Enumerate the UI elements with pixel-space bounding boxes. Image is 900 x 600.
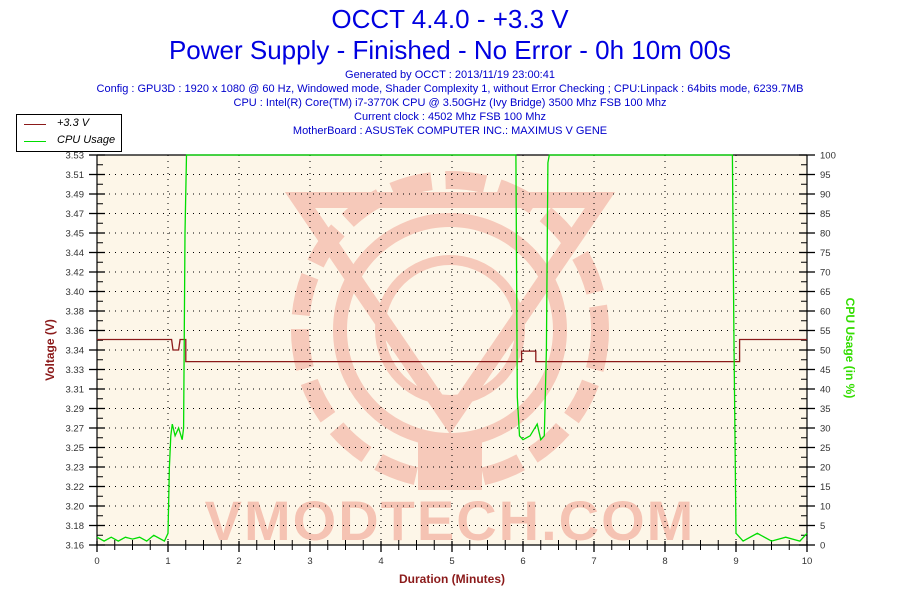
chart-subtitle: Power Supply - Finished - No Error - 0h … xyxy=(168,35,732,65)
y-left-tick-label: 3.53 xyxy=(66,151,85,162)
y-left-tick-label: 3.40 xyxy=(66,287,85,298)
y-right-tick-label: 95 xyxy=(820,170,831,181)
y-left-tick-label: 3.51 xyxy=(66,170,85,181)
voltage-series-line xyxy=(97,338,807,363)
y-left-tick-label: 3.42 xyxy=(66,268,85,279)
legend-label: CPU Usage xyxy=(57,134,116,146)
legend-item-cpu: CPU Usage xyxy=(17,133,121,149)
y-right-tick-label: 5 xyxy=(820,521,825,532)
y-left-tick-label: 3.31 xyxy=(66,385,85,396)
info-motherboard: MotherBoard : ASUSTeK COMPUTER INC.: MAX… xyxy=(292,125,608,137)
y-right-tick-label: 50 xyxy=(820,346,831,357)
x-tick-label: 6 xyxy=(520,556,525,567)
y-right-tick-label: 0 xyxy=(820,541,825,552)
y-left-axis-label: Voltage (V) xyxy=(43,319,57,381)
y-right-tick-label: 10 xyxy=(820,502,831,513)
y-right-tick-label: 70 xyxy=(820,268,831,279)
y-left-tick-label: 3.44 xyxy=(66,248,85,259)
y-left-tick-label: 3.36 xyxy=(66,326,85,337)
y-right-tick-label: 35 xyxy=(820,404,831,415)
y-right-tick-label: 75 xyxy=(820,248,831,259)
watermark-logo xyxy=(284,171,616,490)
cpu-usage-series-line xyxy=(96,154,808,543)
y-right-tick-label: 85 xyxy=(820,209,831,220)
y-left-tick-label: 3.27 xyxy=(66,424,85,435)
y-left-tick-label: 3.45 xyxy=(66,229,85,240)
x-tick-label: 7 xyxy=(591,556,596,567)
x-tick-label: 0 xyxy=(94,556,99,567)
x-tick-label: 8 xyxy=(662,556,667,567)
y-right-tick-label: 55 xyxy=(820,326,831,337)
chart-title: OCCT 4.4.0 - +3.3 V xyxy=(331,4,569,34)
info-clock: Current clock : 4502 Mhz FSB 100 Mhz xyxy=(354,111,546,123)
y-left-tick-label: 3.33 xyxy=(66,365,85,376)
y-right-tick-label: 90 xyxy=(820,190,831,201)
y-right-tick-label: 30 xyxy=(820,424,831,435)
info-config: Config : GPU3D : 1920 x 1080 @ 60 Hz, Wi… xyxy=(96,83,804,95)
x-tick-label: 10 xyxy=(802,556,813,567)
y-right-tick-label: 40 xyxy=(820,385,831,396)
y-left-tick-label: 3.29 xyxy=(66,404,85,415)
y-left-tick-label: 3.16 xyxy=(66,541,85,552)
y-right-tick-label: 45 xyxy=(820,365,831,376)
y-right-tick-label: 100 xyxy=(820,151,836,162)
y-right-tick-label: 65 xyxy=(820,287,831,298)
x-tick-label: 4 xyxy=(378,556,383,567)
legend-label: +3.3 V xyxy=(57,117,90,129)
voltage-line-swatch xyxy=(24,124,46,125)
x-tick-label: 5 xyxy=(449,556,454,567)
x-tick-label: 3 xyxy=(307,556,312,567)
legend-item-voltage: +3.3 V xyxy=(17,116,121,132)
y-right-tick-label: 20 xyxy=(820,463,831,474)
y-right-tick-label: 60 xyxy=(820,307,831,318)
y-left-tick-label: 3.18 xyxy=(66,521,85,532)
y-left-tick-label: 3.38 xyxy=(66,307,85,318)
y-left-tick-label: 3.22 xyxy=(66,482,85,493)
info-generated: Generated by OCCT : 2013/11/19 23:00:41 xyxy=(345,69,555,81)
y-left-tick-label: 3.23 xyxy=(66,463,85,474)
legend: +3.3 V CPU Usage xyxy=(16,114,122,152)
y-right-tick-label: 15 xyxy=(820,482,831,493)
y-left-tick-label: 3.25 xyxy=(66,443,85,454)
y-right-tick-label: 25 xyxy=(820,443,831,454)
watermark-text: VMODTECH.COM xyxy=(205,489,696,552)
y-left-tick-label: 3.20 xyxy=(66,502,85,513)
y-left-tick-label: 3.47 xyxy=(66,209,85,220)
cpu-line-swatch xyxy=(24,141,46,142)
y-right-tick-label: 80 xyxy=(820,229,831,240)
x-tick-label: 2 xyxy=(236,556,241,567)
x-tick-label: 1 xyxy=(165,556,170,567)
y-right-axis-label: CPU Usage (in %) xyxy=(843,298,857,399)
y-left-tick-label: 3.34 xyxy=(66,346,85,357)
info-cpu: CPU : Intel(R) Core(TM) i7-3770K CPU @ 3… xyxy=(233,97,667,109)
x-tick-label: 9 xyxy=(733,556,738,567)
x-axis-label: Duration (Minutes) xyxy=(399,572,505,586)
y-left-tick-label: 3.49 xyxy=(66,190,85,201)
